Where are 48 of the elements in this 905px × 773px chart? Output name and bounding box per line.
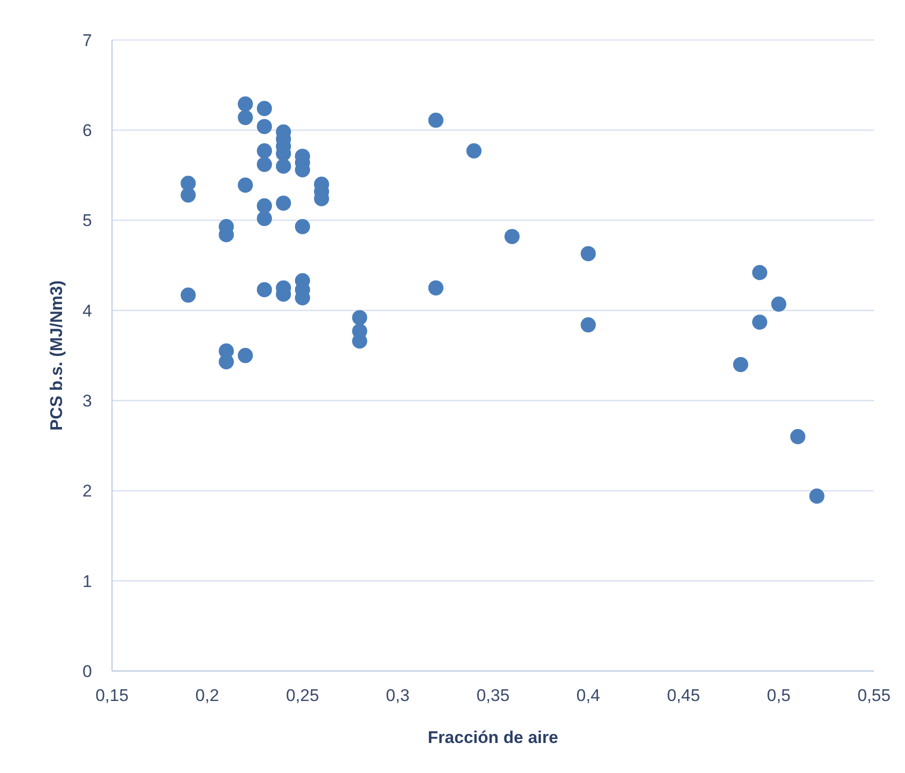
point xyxy=(238,96,253,112)
x-tick-label: 0,3 xyxy=(386,686,410,705)
point xyxy=(771,296,786,312)
point xyxy=(256,143,272,158)
point xyxy=(256,156,272,172)
point xyxy=(580,246,596,262)
x-tick-label: 0,35 xyxy=(476,686,510,705)
x-tick-label: 0,25 xyxy=(286,686,320,705)
point xyxy=(238,348,253,364)
point xyxy=(294,219,310,234)
point xyxy=(504,228,520,244)
point xyxy=(256,282,272,298)
point xyxy=(752,265,768,280)
y-tick-label: 4 xyxy=(82,301,92,320)
point xyxy=(733,356,748,372)
point xyxy=(256,118,272,134)
y-tick-label: 2 xyxy=(82,482,92,501)
point xyxy=(256,100,272,116)
point xyxy=(276,158,292,174)
y-axis-title: PCS b.s. (MJ/Nm3) xyxy=(47,280,66,431)
point xyxy=(256,210,272,226)
point xyxy=(809,488,824,504)
y-tick-label: 1 xyxy=(82,572,92,591)
x-tick-label: 0,4 xyxy=(576,686,600,705)
y-tick-label: 0 xyxy=(82,662,92,681)
point xyxy=(238,178,253,193)
x-tick-label: 0,55 xyxy=(857,686,891,705)
y-tick-label: 7 xyxy=(82,30,92,50)
point xyxy=(180,187,196,203)
point xyxy=(256,198,272,214)
point xyxy=(238,110,253,126)
x-tick-label: 0,15 xyxy=(95,686,129,705)
x-tick-label: 0,5 xyxy=(766,686,791,705)
x-tick-label: 0,45 xyxy=(666,686,700,705)
x-tick-label: 0,2 xyxy=(195,686,220,705)
y-tick-label: 3 xyxy=(82,392,92,411)
point xyxy=(466,143,482,158)
point xyxy=(276,196,292,211)
point xyxy=(580,317,596,332)
y-tick-label: 6 xyxy=(82,121,92,140)
point xyxy=(428,280,444,296)
point xyxy=(180,288,196,303)
y-tick-label: 5 xyxy=(82,211,92,230)
point xyxy=(352,310,368,326)
point xyxy=(790,429,806,444)
x-axis-title: Fracción de aire xyxy=(428,728,558,747)
point xyxy=(428,112,444,128)
point xyxy=(752,314,768,330)
